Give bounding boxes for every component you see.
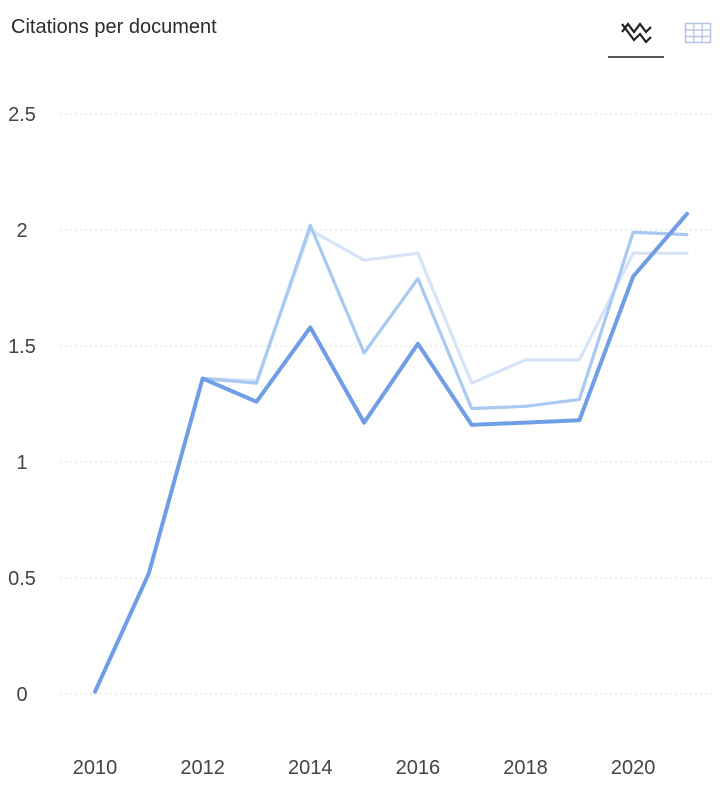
series-line-2: [201, 223, 689, 411]
x-tick-label: 2016: [396, 757, 441, 779]
x-axis-ticks: 2010 2012 2014 2016 2018 2020: [73, 757, 656, 779]
chart-view-button[interactable]: [608, 8, 664, 58]
series-line-1: [201, 228, 689, 385]
x-tick-label: 2014: [288, 757, 333, 779]
x-tick-label: 2010: [73, 757, 118, 779]
x-tick-label: 2020: [611, 757, 656, 779]
table-grid-icon: [684, 22, 712, 44]
y-tick-label: 2.5: [8, 104, 36, 126]
y-tick-label: 0.5: [8, 568, 36, 590]
series-line-3: [93, 211, 689, 694]
x-tick-label: 2012: [180, 757, 225, 779]
line-chart: 0 0.5 1 1.5 2 2.5 2010 2012 2014 2016 2018 2020: [8, 104, 715, 779]
y-tick-label: 1.5: [8, 336, 36, 358]
y-tick-label: 1: [16, 452, 27, 474]
y-tick-label: 0: [16, 684, 27, 706]
y-axis-ticks: 0 0.5 1 1.5 2 2.5: [8, 104, 36, 706]
line-chart-icon: [621, 22, 652, 44]
chart-title: Citations per document: [11, 16, 217, 38]
grid-lines: [60, 113, 715, 695]
y-tick-label: 2: [16, 220, 27, 242]
series-lines: [93, 211, 689, 694]
chart-header: Citations per document: [0, 0, 727, 60]
table-view-button[interactable]: [676, 8, 720, 58]
x-tick-label: 2018: [503, 757, 548, 779]
